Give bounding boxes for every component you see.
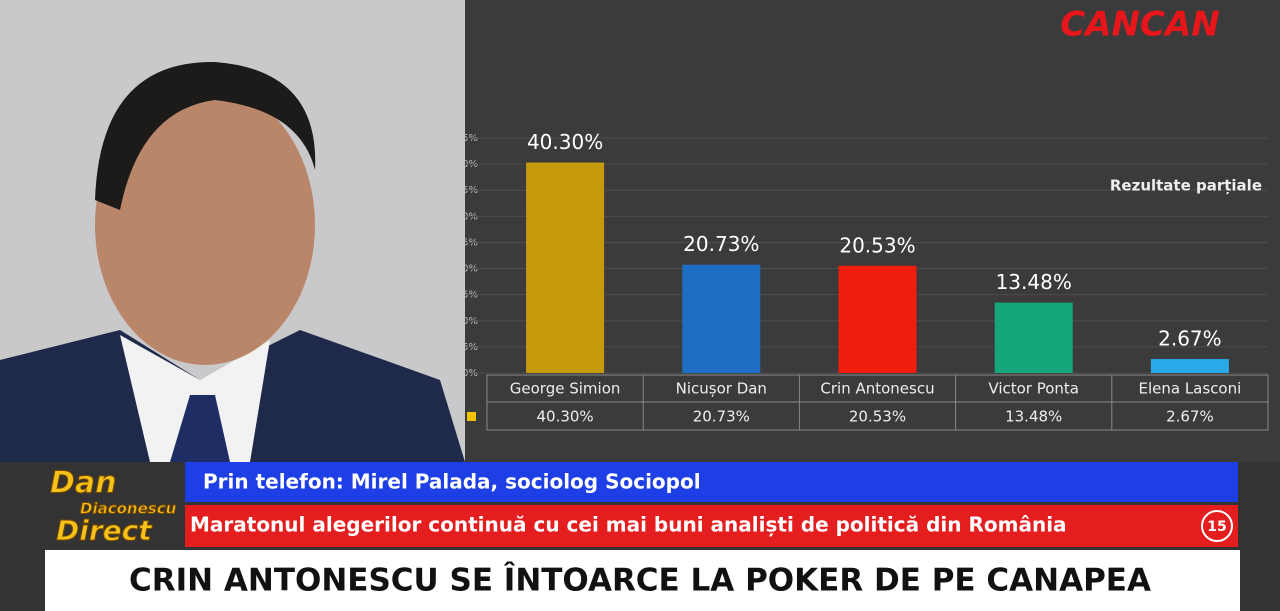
bar	[994, 302, 1073, 373]
ticker-text: Maratonul alegerilor continuă cu cei mai…	[190, 513, 1067, 537]
bar	[526, 162, 605, 373]
value-label: 13.48%	[996, 270, 1072, 294]
show-logo-line: Direct	[56, 514, 153, 547]
headline: CRIN ANTONESCU SE ÎNTOARCE LA POKER DE P…	[129, 563, 1151, 599]
category-label: Victor Ponta	[988, 380, 1079, 398]
show-logo-line: Diaconescu	[80, 500, 177, 518]
person	[0, 61, 465, 462]
channel-logo: CANCAN	[1060, 5, 1219, 45]
chart-subtitle: Rezultate parțiale	[1110, 177, 1262, 195]
category-label: Nicușor Dan	[676, 380, 767, 398]
value-label: 20.73%	[683, 232, 759, 256]
age-rating: 15	[1207, 519, 1226, 535]
legend-swatch	[467, 412, 476, 421]
table-value: 40.30%	[536, 408, 593, 426]
show-logo-line: Dan	[50, 466, 117, 501]
value-label: 20.53%	[839, 233, 915, 257]
caller-bar	[185, 462, 1238, 502]
value-label: 40.30%	[527, 130, 603, 154]
headline-bar	[45, 550, 1240, 611]
rating-circle	[1201, 510, 1233, 542]
show-logo: Dan Diaconescu Direct	[50, 465, 178, 548]
category-label: George Simion	[510, 380, 621, 398]
value-label: 2.67%	[1158, 327, 1222, 351]
table-value: 20.53%	[849, 408, 906, 426]
bar	[838, 265, 917, 373]
table-value: 20.73%	[693, 408, 750, 426]
category-label: Crin Antonescu	[820, 380, 934, 398]
ticker-bar	[185, 505, 1238, 547]
category-label: Elena Lasconi	[1138, 380, 1241, 398]
bar	[682, 264, 761, 373]
table-value: 2.67%	[1166, 408, 1214, 426]
table-value: 13.48%	[1005, 408, 1062, 426]
bar	[1150, 359, 1229, 373]
caller-text: Prin telefon: Mirel Palada, sociolog Soc…	[203, 470, 701, 494]
